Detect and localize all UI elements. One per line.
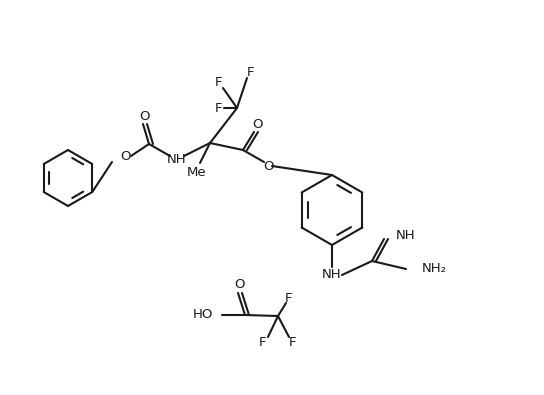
Text: O: O bbox=[263, 160, 273, 173]
Text: F: F bbox=[288, 335, 296, 348]
Text: HO: HO bbox=[193, 308, 213, 322]
Text: O: O bbox=[234, 278, 244, 292]
Text: NH: NH bbox=[167, 152, 187, 166]
Text: O: O bbox=[120, 149, 130, 162]
Text: F: F bbox=[214, 75, 222, 88]
Text: O: O bbox=[252, 117, 262, 130]
Text: F: F bbox=[214, 102, 222, 115]
Text: Me: Me bbox=[187, 166, 207, 179]
Text: NH₂: NH₂ bbox=[422, 263, 447, 275]
Text: F: F bbox=[246, 66, 254, 79]
Text: F: F bbox=[285, 292, 292, 305]
Text: F: F bbox=[258, 335, 266, 348]
Text: NH: NH bbox=[322, 269, 342, 282]
Text: O: O bbox=[139, 109, 149, 122]
Text: NH: NH bbox=[396, 228, 416, 241]
